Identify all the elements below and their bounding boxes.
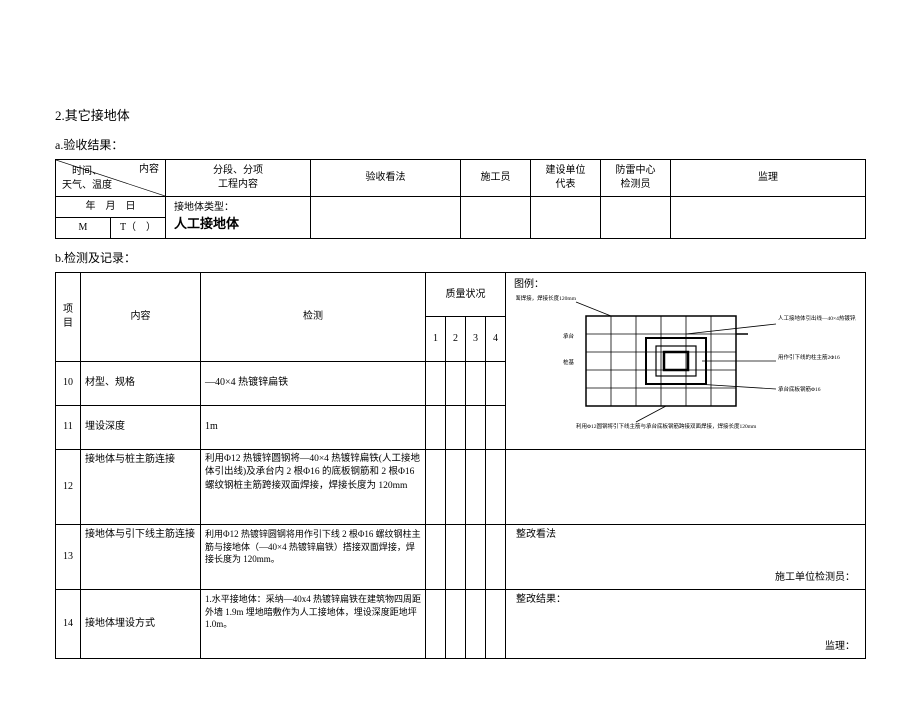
type-label: 接地体类型： <box>174 202 234 213</box>
table-row: 13 接地体与引下线主筋连接 利用Φ12 热镀锌圆钢将用作引下线 2 根Φ16 … <box>56 525 866 590</box>
inspection-table: 项 目 内容 检测 质量状况 图例： <box>55 272 866 659</box>
diag-label: 利用Φ12圆钢将引下线主筋与承台底板钢筋跨接双面焊接，焊接长度120mm <box>576 422 757 430</box>
subtitle-b: b.检测及记录： <box>55 249 865 266</box>
col-item: 项 目 <box>56 273 81 362</box>
empty-cell <box>311 197 461 239</box>
diagonal-header: 内容 时间、 天气、温度 <box>56 160 166 197</box>
supervisor-sign: 监理： <box>825 640 855 654</box>
col-worker: 施工员 <box>461 160 531 197</box>
col-owner: 建设单位 代表 <box>531 160 601 197</box>
rectify-method-label: 整改看法 <box>516 529 556 540</box>
acceptance-table: 内容 时间、 天气、温度 分段、分项 工程内容 验收看法 施工员 建设单位 代表… <box>55 159 866 239</box>
subtitle-a: a.验收结果： <box>55 136 865 153</box>
q-col-3: 3 <box>466 317 486 361</box>
diag-time: 时间、 天气、温度 <box>62 165 112 193</box>
diag-label: 用作引下线的柱主筋2Φ16 <box>778 353 840 361</box>
m-cell: M <box>56 218 111 239</box>
diag-label: 利用Φ12圆钢将承台主筋人工接地体跨接双面焊接，焊接长度120mm <box>516 294 577 302</box>
diag-label: 人工接地体引出线—40×4热镀锌扁铁 <box>778 314 856 322</box>
legend-title: 图例： <box>514 278 857 292</box>
date-cell: 年 月 日 <box>56 197 166 218</box>
col-test: 检测 <box>201 273 426 362</box>
col-content: 内容 <box>81 273 201 362</box>
ground-type-cell: 接地体类型： 人工接地体 <box>166 197 311 239</box>
rectify-method-cell: 整改看法 施工单位检测员： <box>506 525 866 590</box>
t-cell: T（ ） <box>111 218 166 239</box>
empty-cell <box>506 450 866 525</box>
col-lightning: 防雷中心 检测员 <box>601 160 671 197</box>
diag-content: 内容 <box>139 163 159 177</box>
empty-cell <box>671 197 866 239</box>
section-title: 2.其它接地体 <box>55 105 865 124</box>
type-value: 人工接地体 <box>174 216 239 231</box>
diag-label: 承台底板钢筋Φ16 <box>778 385 821 393</box>
empty-cell <box>461 197 531 239</box>
q-col-1: 1 <box>426 317 446 361</box>
col-subsection: 分段、分项 工程内容 <box>166 160 311 197</box>
q-col-4: 4 <box>486 317 506 361</box>
inspector-sign: 施工单位检测员： <box>775 571 855 585</box>
col-method: 验收看法 <box>311 160 461 197</box>
rectify-result-cell: 整改结果： 监理： <box>506 590 866 659</box>
legend-cell: 图例： <box>506 273 866 450</box>
diag-label: 桩基 <box>562 358 574 366</box>
rectify-result-label: 整改结果： <box>516 594 566 605</box>
grounding-diagram: 利用Φ12圆钢将承台主筋人工接地体跨接双面焊接，焊接长度120mm 承台 桩基 … <box>516 294 856 439</box>
col-supervisor: 监理 <box>671 160 866 197</box>
q-col-2: 2 <box>446 317 466 361</box>
empty-cell <box>601 197 671 239</box>
table-row: 12 接地体与桩主筋连接 利用Φ12 热镀锌圆钢将—40×4 热镀锌扁铁(人工接… <box>56 450 866 525</box>
empty-cell <box>531 197 601 239</box>
col-quality: 质量状况 <box>426 273 506 317</box>
table-row: 14 接地体埋设方式 1.水平接地体：采纳—40x4 热镀锌扁铁在建筑物四周距外… <box>56 590 866 659</box>
diag-label: 承台 <box>562 332 574 340</box>
